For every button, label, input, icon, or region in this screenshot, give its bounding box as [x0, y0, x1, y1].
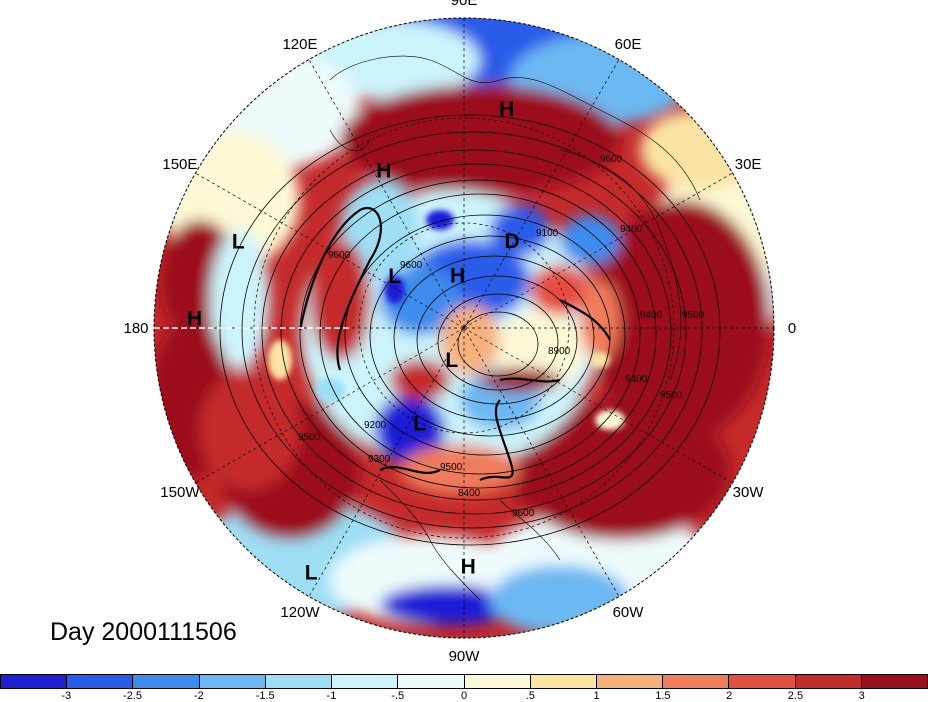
contour-label: 9400 — [625, 374, 648, 385]
lon-label: 30E — [735, 156, 762, 173]
contour-label: 9500 — [298, 432, 321, 443]
colorbar-swatch — [332, 675, 399, 688]
colorbar-swatch — [1, 675, 68, 688]
colorbar: -3 -2.5 -2 -1.5 -1 -.5 0 .5 1 1.5 2 2.5 3 — [0, 674, 928, 702]
colorbar-tick: 0 — [460, 690, 468, 702]
lon-label: 120W — [280, 604, 320, 621]
pressure-system-labels: H H L H L H L L D H L — [187, 98, 520, 585]
lon-label: 60W — [613, 604, 645, 621]
coastlines — [329, 55, 701, 601]
contour-label: 9500 — [660, 390, 683, 401]
colorbar-tick: -2 — [193, 690, 204, 702]
contour-label: 9200 — [364, 420, 387, 431]
colorbar-tick: -.5 — [391, 690, 405, 702]
contour-label: 9500 — [440, 462, 463, 473]
lon-label: 30W — [733, 484, 765, 501]
contour-label: 9400 — [620, 224, 643, 235]
low-pressure-label: L — [388, 265, 401, 288]
contour-label: 9600 — [600, 154, 623, 165]
colorbar-tick: .5 — [525, 690, 535, 702]
colorbar-tick: 1.5 — [655, 690, 671, 702]
contour-label: 8900 — [548, 346, 571, 357]
high-pressure-label: H — [499, 98, 514, 121]
low-pressure-label: L — [305, 562, 318, 585]
colorbar-swatch — [596, 675, 664, 688]
colorbar-tick: -2.5 — [123, 690, 143, 702]
colorbar-swatch — [464, 675, 531, 688]
contour-label: 9100 — [536, 228, 559, 239]
colorbar-swatch — [861, 675, 928, 688]
colorbar-tick: 3 — [858, 690, 865, 702]
map-boundary — [153, 17, 775, 639]
graticule — [154, 18, 774, 638]
colorbar-tick: 2 — [726, 690, 733, 702]
colorbar-tick: -1.5 — [255, 690, 275, 702]
lon-label: 90W — [449, 648, 481, 665]
lon-label: 90E — [451, 0, 478, 9]
colorbar-swatch — [729, 675, 796, 688]
contour-label: 9500 — [682, 310, 705, 321]
colorbar-swatch — [133, 675, 200, 688]
colorbar-swatch — [795, 675, 862, 688]
lon-label: 150E — [162, 156, 197, 173]
colorbar-swatch — [530, 675, 597, 688]
colorbar-swatch — [265, 675, 333, 688]
contour-label: 9600 — [400, 260, 423, 271]
longitude-labels: 90E 60E 30E 0 30W 60W 90W 120W 150W 180 150E 120E — [123, 0, 796, 665]
anomaly-field — [154, 18, 774, 638]
colorbar-swatch — [398, 675, 465, 688]
contour-label: 8400 — [458, 488, 481, 499]
low-pressure-label: L — [413, 413, 426, 436]
lon-label: 60E — [615, 36, 642, 53]
colorbar-tick: 1 — [593, 690, 600, 702]
colorbar-boxes — [0, 674, 928, 689]
colorbar-tick: -1 — [326, 690, 337, 702]
lon-label: 180 — [123, 320, 148, 337]
colorbar-swatch — [67, 675, 134, 688]
colorbar-tick: 2.5 — [787, 690, 804, 702]
contour-label: 9600 — [512, 508, 535, 519]
high-pressure-label: H — [376, 160, 391, 183]
contour-label: 9400 — [640, 310, 663, 321]
high-pressure-label: H — [461, 556, 476, 579]
polar-map: 90E 60E 30E 0 30W 60W 90W 120W 150W 180 150E 120E H… — [123, 0, 796, 665]
pressure-label: D — [505, 230, 520, 253]
colorbar-tick: -3 — [61, 690, 72, 702]
low-pressure-label: L — [232, 230, 245, 253]
height-contours — [219, 114, 721, 546]
lon-label: 150W — [160, 484, 200, 501]
contour-label: 9300 — [368, 454, 391, 465]
lon-label: 120E — [282, 36, 317, 53]
colorbar-swatch — [199, 675, 266, 688]
contour-label: 9600 — [328, 250, 351, 261]
high-pressure-label: H — [450, 265, 465, 288]
colorbar-tick-labels: -3 -2.5 -2 -1.5 -1 -.5 0 .5 1 1.5 2 2.5 3 — [0, 689, 928, 702]
contour-value-labels: 9600 9600 9100 9400 8900 9400 9500 9500 9400 9300… — [298, 154, 705, 519]
high-pressure-label: H — [187, 308, 202, 331]
day-title: Day 2000111506 — [50, 618, 237, 646]
lon-label: 0 — [788, 320, 796, 337]
low-pressure-label: L — [445, 349, 458, 372]
colorbar-swatch — [663, 675, 730, 688]
